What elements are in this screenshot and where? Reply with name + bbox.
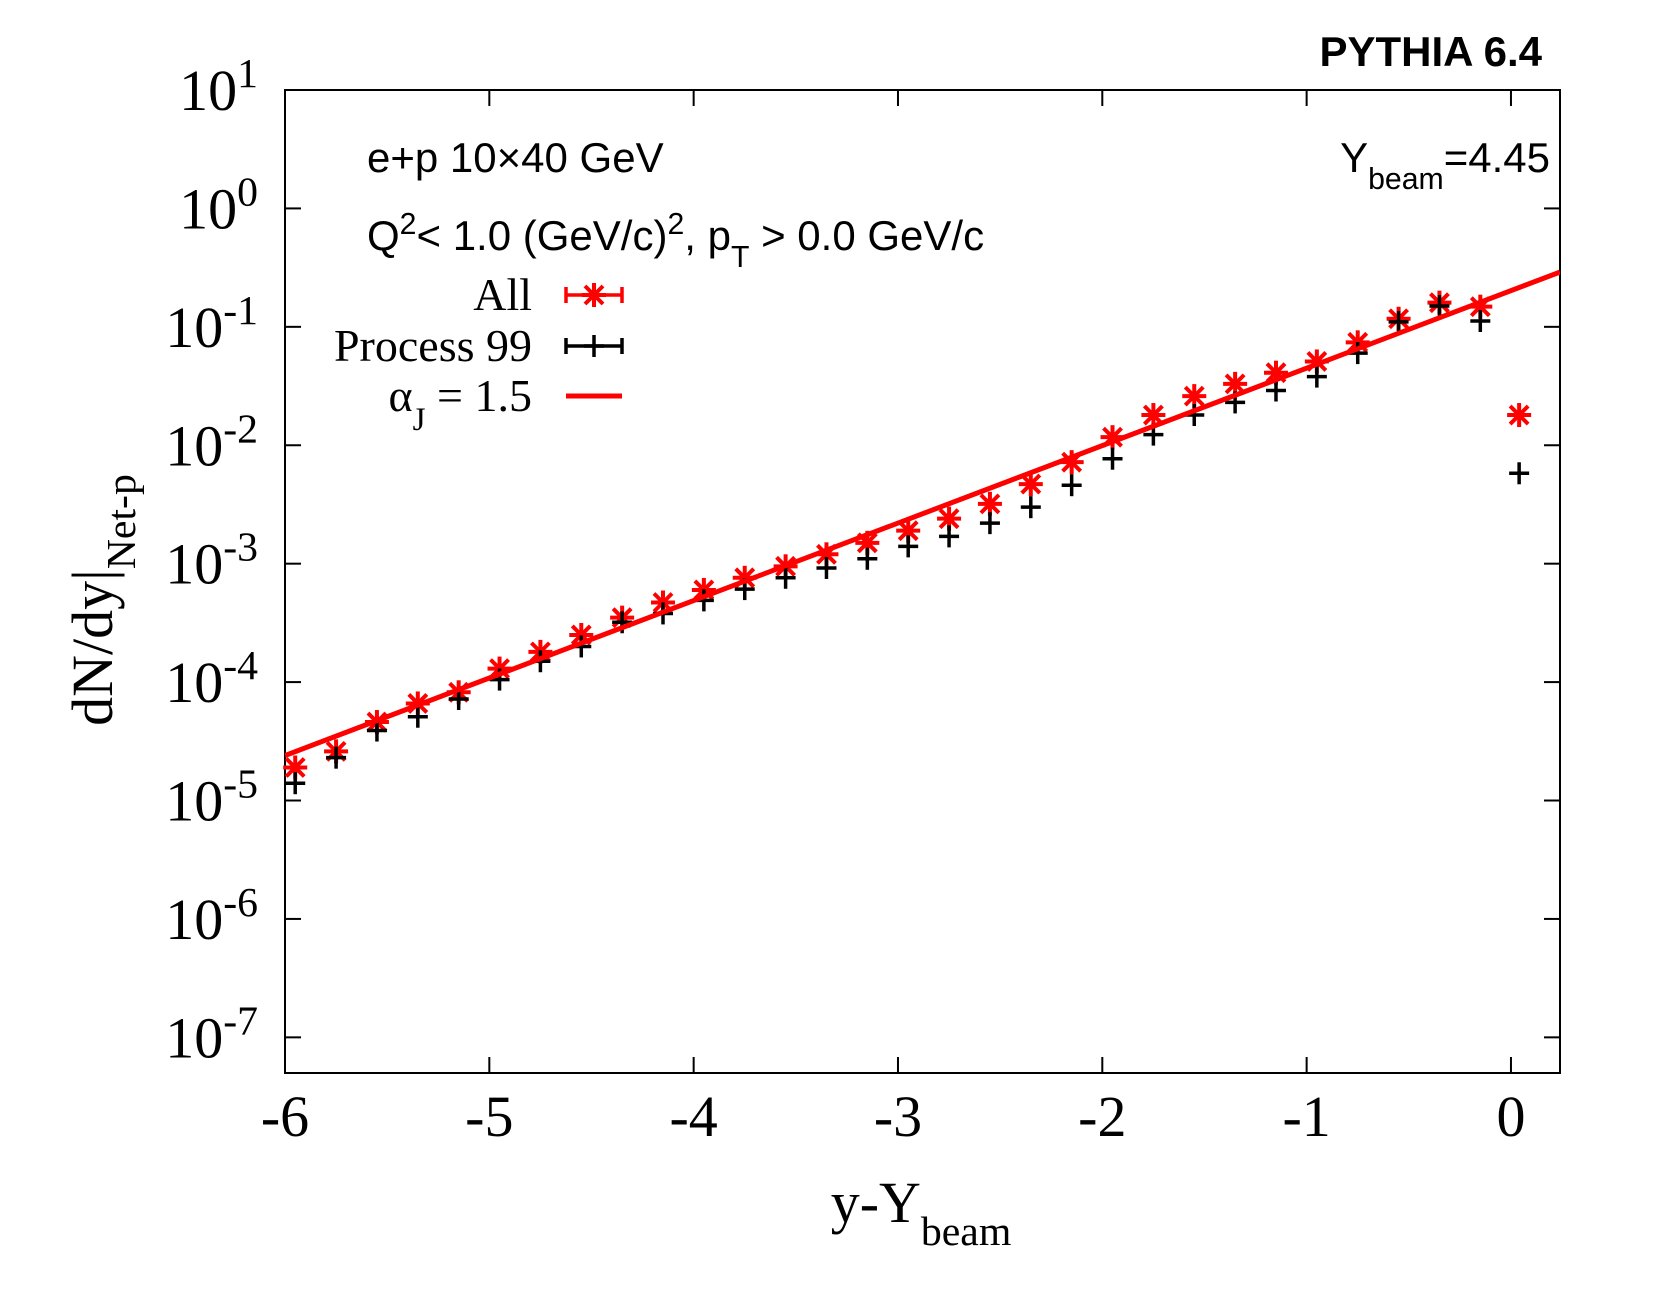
x-tick-label: -4 [669, 1084, 717, 1149]
data-point [1141, 403, 1166, 428]
marker-stroke [1142, 404, 1164, 426]
x-tick-label: -2 [1078, 1084, 1126, 1149]
data-point [816, 556, 837, 579]
x-axis-label: y-Ybeam [831, 1170, 1012, 1255]
data-point [1102, 447, 1123, 470]
data-point [326, 746, 347, 769]
annotation: Q2< 1.0 (GeV/c)2, pT > 0.0 GeV/c [367, 208, 984, 274]
marker-stroke [583, 284, 605, 306]
data-point [285, 772, 306, 795]
marker-stroke [1224, 373, 1246, 395]
data-point [1507, 403, 1532, 428]
marker-stroke [938, 508, 960, 530]
y-tick-label: 10-3 [165, 525, 258, 597]
legend-label: αJ = 1.5 [389, 370, 532, 438]
data-point [1306, 365, 1327, 388]
marker-stroke [570, 624, 592, 646]
legend-label: Process 99 [334, 320, 532, 371]
legend-swatch [564, 335, 624, 357]
legend-swatch [564, 283, 624, 307]
chart-title: PYTHIA 6.4 [1319, 28, 1542, 75]
x-tick-label: -5 [465, 1084, 513, 1149]
marker-stroke [897, 520, 919, 542]
marker-stroke [1265, 362, 1287, 384]
data-point [979, 512, 1000, 535]
data-point [857, 547, 878, 570]
data-point [898, 535, 919, 558]
data-point [939, 525, 960, 548]
x-tick-label: -6 [261, 1084, 309, 1149]
y-axis-label: dN/dy|Net-p [60, 474, 145, 726]
y-tick-label: 10-4 [165, 643, 258, 715]
data-point [283, 755, 308, 780]
y-tick-label: 101 [179, 51, 258, 123]
data-point [1018, 472, 1043, 497]
marker-stroke [856, 532, 878, 554]
data-point [1223, 371, 1248, 396]
y-tick-label: 10-1 [165, 288, 258, 360]
x-tick-label: -1 [1282, 1084, 1330, 1149]
plot-frame [284, 89, 1561, 1074]
marker-stroke [1183, 385, 1205, 407]
x-tick-label: 0 [1496, 1084, 1525, 1149]
legend-label: All [473, 269, 532, 320]
fit-line [285, 269, 1560, 758]
data-point [407, 705, 428, 728]
marker-stroke [979, 493, 1001, 515]
data-point [1429, 294, 1450, 317]
marker-stroke [1508, 404, 1530, 426]
data-point [1388, 310, 1409, 333]
annotation: Ybeam=4.45 [1340, 134, 1550, 196]
y-tick-label: 10-6 [165, 880, 258, 952]
data-point [1061, 474, 1082, 497]
data-point [1020, 496, 1041, 519]
marker-stroke [1020, 473, 1042, 495]
data-point [1470, 310, 1491, 333]
x-tick-label: -3 [874, 1084, 922, 1149]
marker-stroke [284, 757, 306, 778]
annotation: e+p 10×40 GeV [367, 134, 664, 181]
y-tick-label: 10-5 [165, 762, 258, 834]
y-tick-label: 10-7 [165, 998, 258, 1070]
data-point [1265, 379, 1286, 402]
data-point [1509, 462, 1530, 485]
y-tick-label: 100 [179, 169, 258, 241]
data-point [1100, 425, 1125, 450]
data-point [977, 491, 1002, 516]
y-tick-label: 10-2 [165, 406, 258, 478]
data-point [775, 566, 796, 589]
